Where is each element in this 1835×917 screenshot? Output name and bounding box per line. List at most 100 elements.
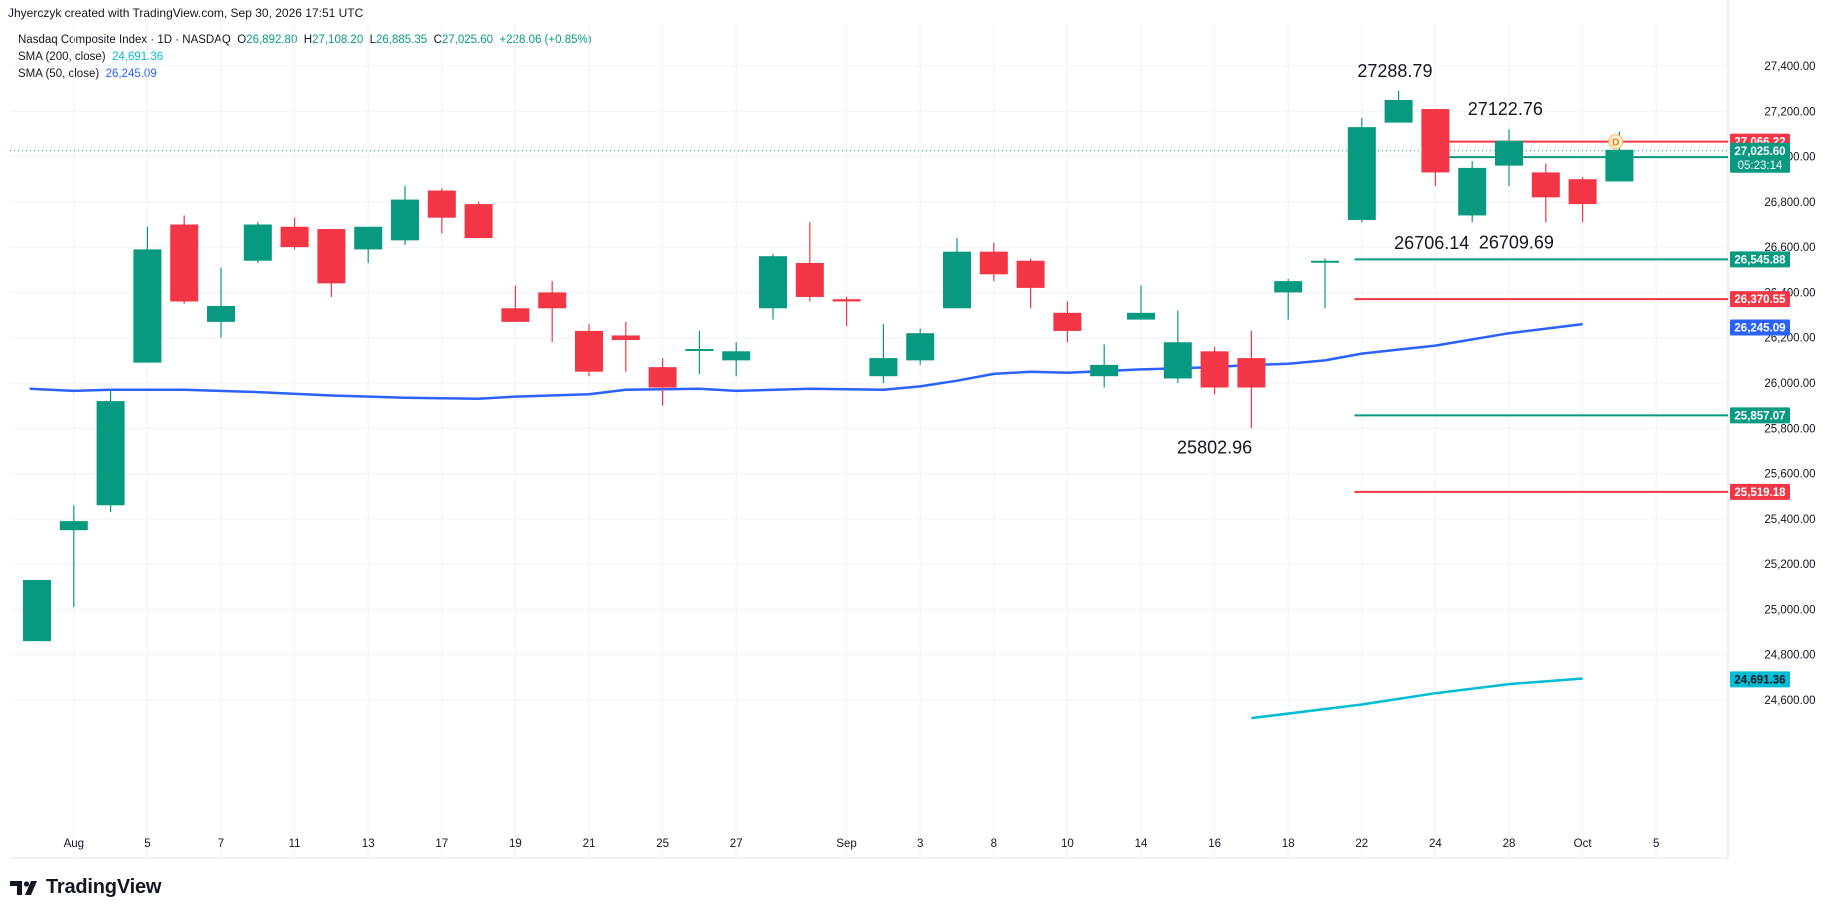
candle-body: [501, 308, 530, 322]
time-tick-label: 7: [218, 838, 224, 850]
price-label: 26,245.09: [1730, 319, 1790, 336]
price-label: 25,519.18: [1730, 483, 1790, 500]
change-value: +228.06 (+0.85%): [499, 34, 592, 46]
candle: [207, 267, 235, 338]
sma50-line: [29, 322, 1583, 401]
candle: [795, 222, 824, 302]
open-value: 26,892.80: [246, 34, 298, 46]
candle: [133, 226, 162, 363]
price-tick-label: 26,200.00: [1764, 333, 1815, 345]
candle-body: [1053, 312, 1082, 331]
candle-body: [979, 251, 1008, 275]
price-label-bg: [1730, 407, 1790, 424]
time-tick-label: 14: [1135, 838, 1148, 850]
time-tick-label: 25: [656, 838, 669, 850]
candle-body: [133, 249, 162, 363]
sma200-value: 24,691.36: [111, 51, 164, 63]
price-label-text: 26,245.09: [1734, 323, 1785, 335]
time-tick-label: 5: [1653, 838, 1659, 850]
price-tick-label: 25,600.00: [1764, 469, 1815, 481]
price-annotation: 25802.96: [1177, 438, 1252, 458]
price-label-bg: [1730, 251, 1790, 268]
candle: [354, 226, 383, 263]
price-label-bg: [1730, 483, 1790, 500]
candle: [943, 238, 971, 309]
sma50-series: [29, 322, 1583, 401]
sma50-legend[interactable]: SMA (50, close) 26,245.09: [18, 68, 157, 80]
sma200-label: SMA (200, close): [18, 51, 106, 63]
open-label: O: [237, 34, 247, 46]
time-tick-label: 16: [1208, 838, 1221, 850]
candle-body: [1421, 109, 1450, 173]
candle: [391, 186, 419, 245]
time-tick-label: 21: [583, 838, 596, 850]
high-label: H: [303, 34, 313, 46]
dividend-marker-icon: [1608, 134, 1624, 150]
candle-body: [795, 262, 824, 297]
current-price-text: 27,025.60: [1734, 146, 1785, 158]
candle-body: [1458, 167, 1487, 216]
low-label: L: [369, 34, 377, 46]
time-tick-label: 24: [1429, 838, 1442, 850]
candle: [648, 358, 677, 406]
candle-body: [1605, 149, 1634, 182]
candle: [906, 328, 935, 365]
price-tick-label: 24,600.00: [1764, 695, 1815, 707]
candle-body: [1531, 172, 1560, 198]
candle: [1127, 285, 1155, 320]
time-tick-label: 22: [1355, 838, 1368, 850]
price-label-text: 26,545.88: [1734, 254, 1786, 266]
candle: [317, 229, 346, 297]
candle: [1163, 310, 1192, 383]
candle-body: [611, 335, 640, 340]
candle-body: [906, 333, 935, 361]
time-tick-label: Aug: [64, 838, 84, 850]
candle: [979, 242, 1008, 282]
price-tick-label: 25,800.00: [1764, 423, 1815, 435]
sma200-series: [1251, 677, 1583, 720]
time-axis: Aug 5 7 11 13 17 19 21 25 27 Sep 3 8 10 14 16 18 22 24 28 Oc…: [64, 838, 1660, 850]
price-label-bg: [1730, 319, 1790, 336]
dividend-marker-label: D: [1612, 138, 1619, 149]
time-tick-label: 10: [1061, 838, 1074, 850]
candle: [243, 222, 272, 263]
sma50-value: 26,245.09: [105, 68, 157, 80]
candle: [611, 321, 640, 372]
candle: [869, 324, 898, 383]
price-tick-label: 27,200.00: [1764, 106, 1815, 118]
time-tick-label: 28: [1503, 838, 1516, 850]
candle-body: [207, 306, 235, 322]
price-label: 26,370.55: [1730, 291, 1790, 308]
time-tick-label: 8: [991, 838, 997, 850]
candle-body: [1384, 99, 1413, 123]
candle: [1384, 90, 1413, 123]
candle-body: [1163, 342, 1192, 379]
price-tick-label: 26,800.00: [1764, 197, 1815, 209]
horizontal-levels: [1354, 140, 1728, 493]
symbol-legend: Nasdaq Composite Index · 1D · NASDAQ O26…: [18, 34, 592, 46]
candle-body: [1311, 260, 1339, 263]
price-annotation: 26709.69: [1479, 232, 1554, 252]
candle: [1421, 109, 1450, 187]
candle-body: [538, 292, 567, 309]
candle: [685, 330, 714, 374]
candle: [1495, 129, 1523, 187]
candle-body: [685, 349, 714, 352]
candle-body: [243, 224, 272, 261]
price-tick-label: 25,400.00: [1764, 514, 1815, 526]
candle-body: [575, 330, 603, 372]
candle: [1311, 258, 1339, 309]
candle: [759, 253, 787, 320]
candle-body: [759, 256, 787, 309]
candle-body: [1090, 364, 1119, 377]
time-tick-label: 27: [730, 838, 743, 850]
candle: [1458, 161, 1487, 223]
tradingview-brand[interactable]: TradingView: [10, 876, 161, 899]
time-tick-label: 18: [1282, 838, 1295, 850]
candle: [722, 342, 751, 377]
sma200-legend[interactable]: SMA (200, close) 24,691.36: [18, 51, 163, 63]
candle-body: [832, 299, 861, 302]
price-tick-label: 25,200.00: [1764, 559, 1815, 571]
candle-body: [943, 251, 971, 309]
